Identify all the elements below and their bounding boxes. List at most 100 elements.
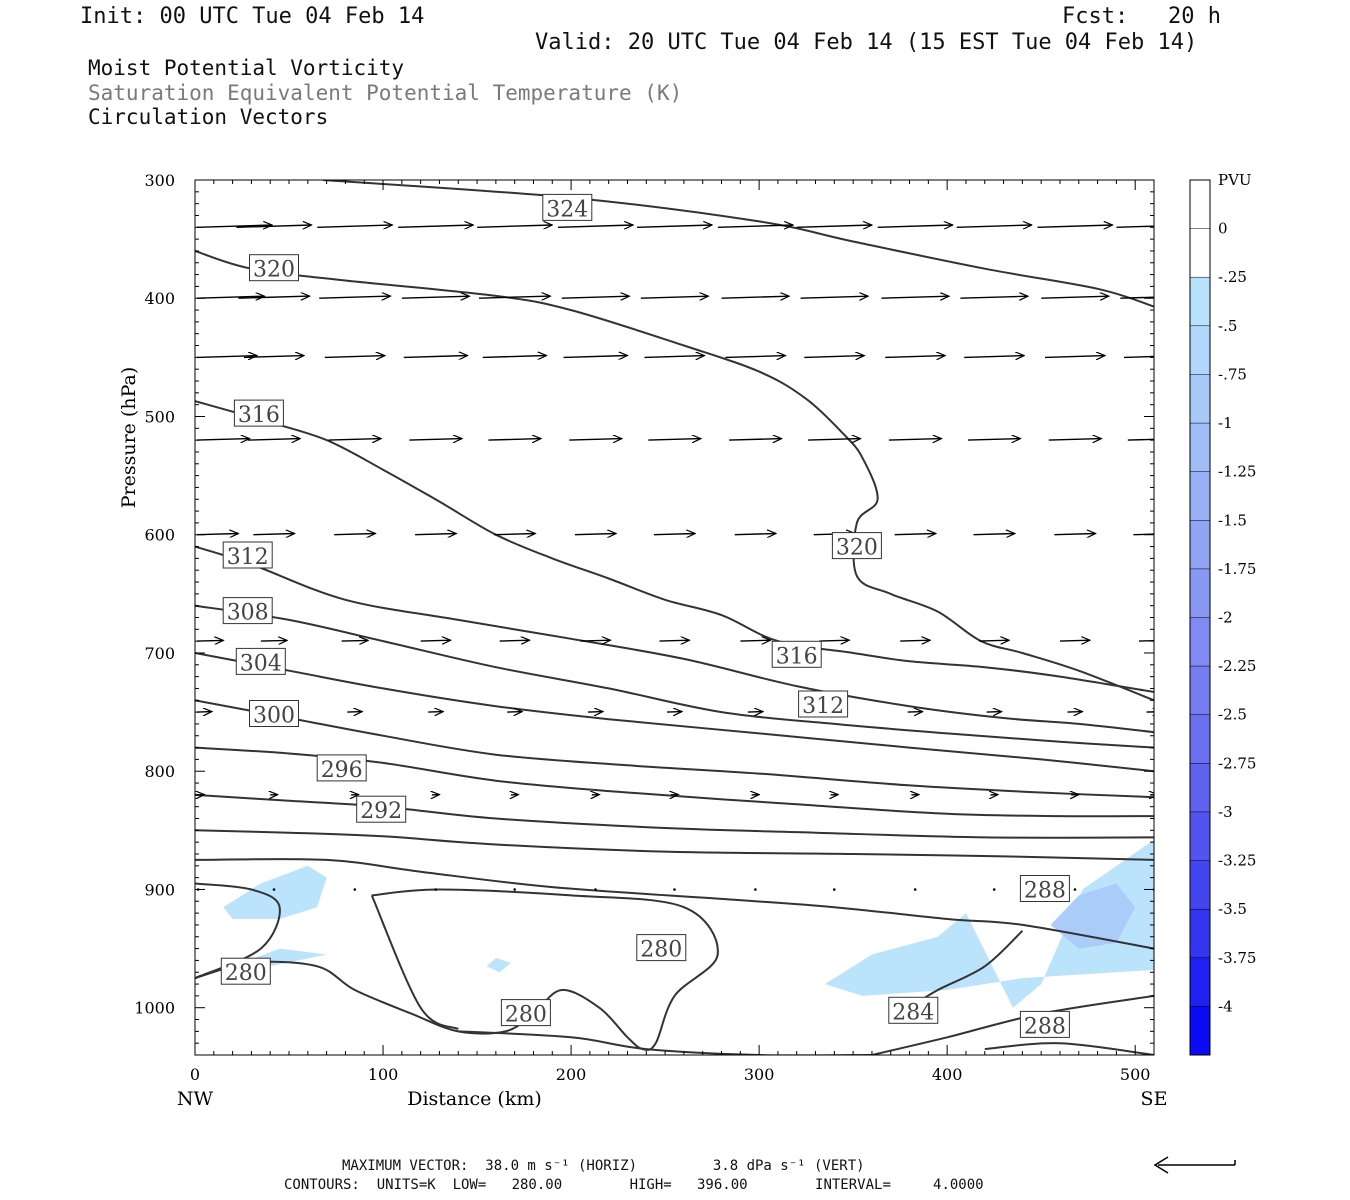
colorbar-swatch — [1190, 763, 1210, 813]
circulation-vector — [1123, 355, 1154, 359]
y-axis-label: Pressure (hPa) — [118, 367, 140, 509]
colorbar-swatch — [1190, 666, 1210, 716]
contour-label: 316 — [771, 640, 822, 669]
circulation-vector — [1067, 712, 1083, 713]
circulation-vector — [580, 640, 611, 641]
circulation-vector — [808, 439, 861, 441]
x-tick-label: 500 — [1120, 1065, 1151, 1084]
circulation-vector — [420, 640, 451, 641]
circulation-vector — [885, 356, 945, 358]
contour-label: 308 — [222, 597, 273, 626]
circulation-vector — [196, 439, 250, 441]
circulation-vector — [428, 712, 443, 713]
circulation-vector — [353, 888, 357, 891]
contour-label: 324 — [542, 193, 593, 222]
circulation-vector — [1044, 356, 1105, 358]
theta-e-contour — [195, 699, 1154, 799]
contour-label-box — [222, 597, 273, 625]
contour-label-text: 312 — [802, 694, 844, 719]
colorbar-swatch — [1190, 714, 1210, 764]
field-title-mpv: Moist Potential Vorticity — [88, 56, 405, 80]
theta-e-contour — [195, 793, 1154, 839]
circulation-vector — [1037, 225, 1113, 227]
circulation-vector — [956, 225, 1032, 227]
circulation-vector — [478, 296, 550, 298]
circulation-vector — [1073, 888, 1077, 891]
reference-vector — [1153, 1156, 1236, 1174]
circulation-vector — [561, 296, 630, 298]
circulation-vector — [499, 640, 530, 641]
circulation-vector — [644, 356, 705, 358]
circulation-vector — [992, 888, 996, 891]
contour-label-box — [798, 690, 849, 718]
circulation-vector — [328, 439, 382, 441]
circulation-vector — [319, 296, 390, 298]
circulation-vector — [587, 712, 603, 713]
theta-e-contour — [195, 829, 1154, 861]
colorbar-level-label: -.75 — [1218, 365, 1247, 383]
contour-label-box — [222, 541, 273, 569]
colorbar-level-label: -2 — [1218, 609, 1233, 627]
contour-label: 312 — [798, 690, 849, 719]
circulation-vector — [1048, 439, 1102, 441]
contour-label-text: 288 — [1024, 879, 1066, 904]
contour-label-box — [316, 754, 367, 782]
circulation-vector — [659, 640, 690, 641]
circulation-vector — [986, 712, 1002, 713]
colorbar-level-label: -1.75 — [1218, 560, 1256, 578]
contour-label-text: 324 — [546, 197, 588, 222]
contour-label: 312 — [222, 541, 273, 570]
circulation-vector — [666, 712, 682, 713]
theta-e-contour — [195, 652, 1154, 773]
contour-label-text: 304 — [240, 651, 282, 676]
colorbar-swatch — [1190, 811, 1210, 862]
circulation-vector — [734, 534, 776, 535]
pv-shading-region — [824, 839, 1154, 1008]
field-title-vectors: Circulation Vectors — [88, 105, 329, 129]
contour-label: 300 — [249, 700, 299, 729]
contour-label-box — [1019, 875, 1070, 902]
theta-e-contour — [195, 888, 719, 1051]
circulation-vector — [964, 356, 1024, 358]
colorbar-level-label: -3.25 — [1218, 852, 1256, 870]
circulation-vector — [347, 712, 362, 713]
y-tick-label: 800 — [144, 762, 175, 781]
init-time: Init: 00 UTC Tue 04 Feb 14 — [80, 4, 425, 29]
circulation-vector — [196, 225, 272, 227]
contour-label-text: 320 — [836, 536, 878, 561]
colorbar-level-label: -4 — [1218, 997, 1233, 1015]
contour-label: 288 — [1019, 1010, 1070, 1039]
circulation-vector — [1059, 640, 1090, 641]
colorbar-level-label: -.25 — [1218, 268, 1247, 286]
circulation-vector — [238, 296, 309, 298]
y-tick-label: 900 — [144, 880, 175, 899]
circulation-vector — [272, 888, 276, 891]
x-axis-label: Distance (km) — [407, 1088, 542, 1110]
circulation-vector — [409, 439, 462, 441]
y-tick-label: 300 — [144, 171, 175, 190]
colorbar-swatch — [1190, 617, 1210, 667]
circulation-vector — [640, 296, 709, 298]
contour-label-text: 312 — [227, 545, 269, 570]
contour-label-text: 296 — [321, 758, 363, 783]
circulation-vector — [401, 296, 470, 298]
circulation-vector — [1116, 225, 1154, 228]
colorbar-level-label: 0 — [1218, 220, 1228, 238]
colorbar-level-label: -.5 — [1218, 317, 1237, 335]
circulation-vector — [563, 356, 628, 358]
colorbar-level-label: -2.75 — [1218, 754, 1256, 772]
circulation-vector — [833, 888, 836, 891]
contour-label-box — [220, 957, 271, 985]
circulation-vector — [434, 888, 438, 891]
footer-contours: CONTOURS: UNITS=K LOW= 280.00 HIGH= 396.… — [284, 1177, 984, 1193]
contour-label: 288 — [1019, 875, 1070, 904]
contour-label-text: 320 — [253, 258, 295, 283]
circulation-vector — [1054, 534, 1095, 535]
x-end-label-se: SE — [1141, 1088, 1168, 1110]
circulation-vector — [513, 888, 516, 891]
contour-label: 280 — [500, 999, 551, 1028]
contour-label-text: 280 — [225, 961, 267, 986]
y-tick-label: 1000 — [134, 999, 175, 1018]
circulation-vector — [648, 439, 701, 441]
